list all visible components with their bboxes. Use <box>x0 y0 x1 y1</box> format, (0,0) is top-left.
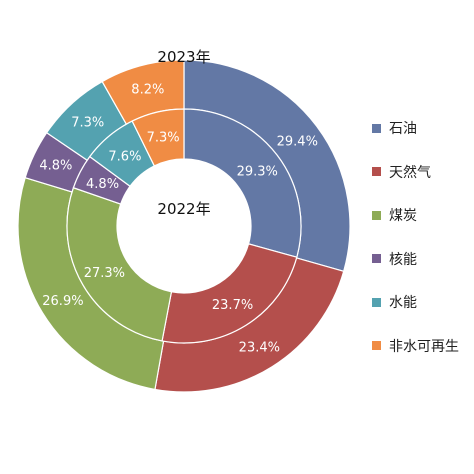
legend: 石油 天然气 煤炭 核能 水能 非水可再生 <box>372 120 472 381</box>
outer-label-nuclear: 4.8% <box>39 159 72 174</box>
legend-label: 天然气 <box>389 164 431 181</box>
legend-item-hydro: 水能 <box>372 294 472 311</box>
inner-label-oil: 29.3% <box>237 164 278 179</box>
legend-swatch <box>372 297 381 307</box>
legend-label: 水能 <box>389 295 417 311</box>
inner-label-nuclear: 4.8% <box>86 177 119 192</box>
slice-labels: 29.4% 23.4% 26.9% 4.8% 7.3% 8.2% 29.3% 23.7% 27.… <box>39 83 318 356</box>
inner-slice-non-hydro-renewable <box>131 108 185 167</box>
legend-swatch <box>372 210 381 220</box>
outer-label-non-hydro-renewable: 8.2% <box>131 83 164 98</box>
inner-label-non-hydro-renewable: 7.3% <box>147 130 180 145</box>
legend-swatch <box>372 341 381 350</box>
inner-label-natural-gas: 23.7% <box>212 298 253 313</box>
legend-label: 核能 <box>389 251 417 268</box>
legend-swatch <box>372 123 381 133</box>
inner-slice-oil <box>183 108 302 258</box>
inner-label-hydro: 7.6% <box>108 149 141 164</box>
outer-label-coal: 26.9% <box>42 294 83 309</box>
inner-slice-natural-gas <box>161 243 298 344</box>
outer-label-natural-gas: 23.4% <box>239 340 280 355</box>
legend-item-oil: 石油 <box>372 120 472 137</box>
outer-label-oil: 29.4% <box>277 134 318 149</box>
outer-label-hydro: 7.3% <box>71 116 104 131</box>
inner-label-coal: 27.3% <box>84 266 125 281</box>
legend-label: 石油 <box>389 121 417 137</box>
inner-ring-2022 <box>66 108 302 344</box>
legend-item-natural-gas: 天然气 <box>372 164 472 181</box>
outer-ring-title: 2023年 <box>157 48 210 66</box>
legend-swatch <box>372 254 381 263</box>
legend-swatch <box>372 167 381 176</box>
legend-item-non-hydro-renewable: 非水可再生 <box>372 338 472 355</box>
legend-item-nuclear: 核能 <box>372 251 472 268</box>
inner-slice-coal <box>66 186 173 342</box>
legend-item-coal: 煤炭 <box>372 207 472 224</box>
legend-label: 煤炭 <box>389 208 417 224</box>
legend-label: 非水可再生 <box>389 338 459 355</box>
inner-ring-title: 2022年 <box>157 200 210 218</box>
